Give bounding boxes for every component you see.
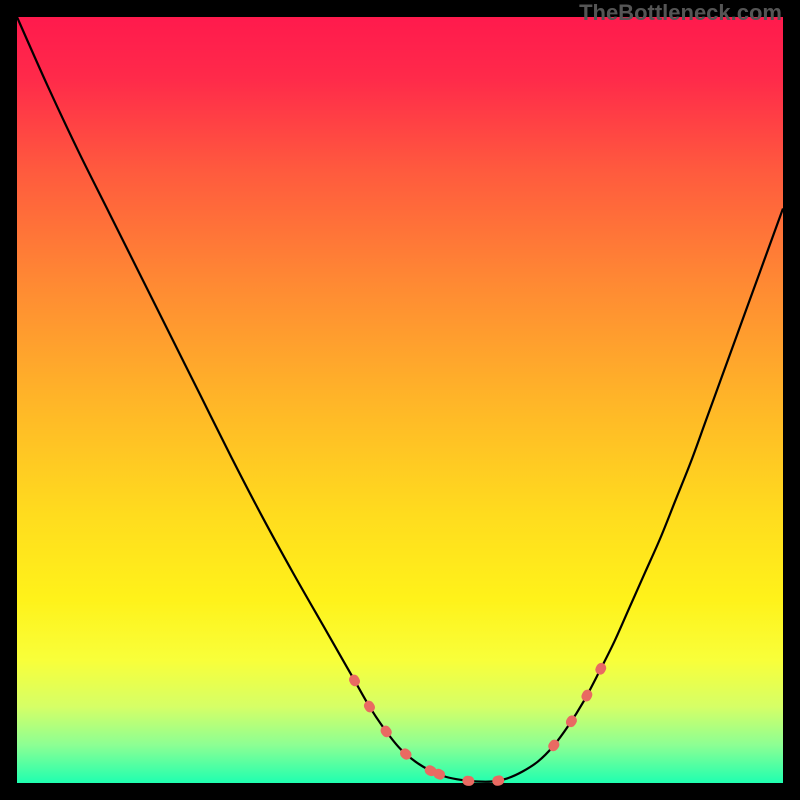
dotted-right-upslope <box>553 657 607 747</box>
watermark-text: TheBottleneck.com <box>579 0 782 26</box>
plot-area <box>17 17 783 783</box>
chart-frame: TheBottleneck.com <box>0 0 800 800</box>
curve-layer <box>17 17 783 783</box>
bottleneck-curve <box>17 17 783 782</box>
dotted-left-downslope <box>354 680 446 777</box>
